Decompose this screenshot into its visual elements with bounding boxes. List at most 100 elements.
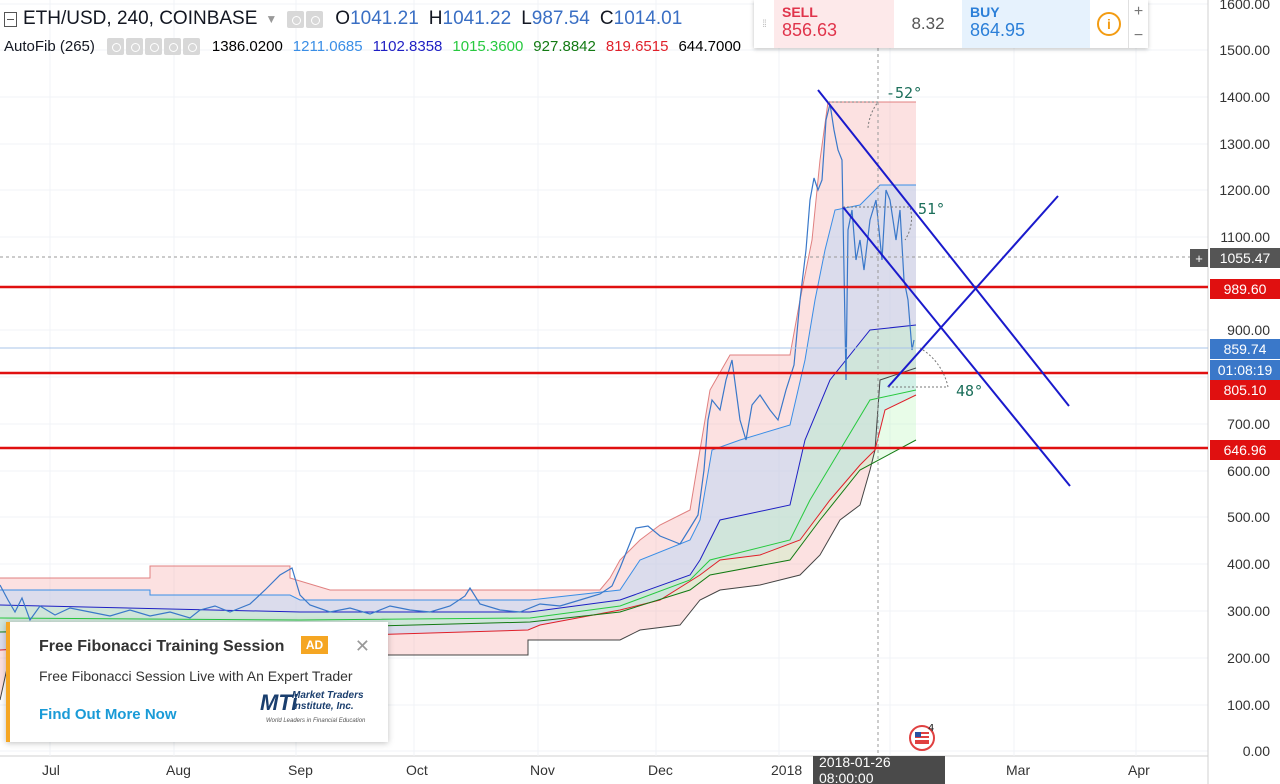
price-tick: 1300.00 [1219, 136, 1270, 152]
time-tick: Jul [42, 762, 60, 778]
fib-band-inner [0, 185, 916, 650]
time-tick: Sep [288, 762, 313, 778]
price-tick: 1200.00 [1219, 182, 1270, 198]
chevron-down-icon[interactable]: ▼ [265, 12, 278, 26]
price-tick: 400.00 [1227, 556, 1270, 572]
price-tick: 100.00 [1227, 697, 1270, 713]
price-tick: 0.00 [1242, 743, 1270, 759]
price-tag: 01:08:19 [1210, 360, 1280, 380]
buy-button[interactable]: BUY 864.95 [962, 0, 1090, 48]
low-value: 987.54 [531, 8, 590, 29]
price-tag: 1055.47 [1210, 248, 1280, 268]
time-tick: Mar [1006, 762, 1031, 778]
fib-value-6: 644.7000 [678, 38, 742, 55]
fib-value-1: 1211.0685 [292, 38, 363, 55]
price-tag: 646.96 [1210, 440, 1280, 460]
symbol-title[interactable]: ETH/USD, 240, COINBASE [23, 8, 258, 29]
time-tick: Apr [1128, 762, 1150, 778]
time-tick: Aug [166, 762, 191, 778]
fib-level-6 [0, 394, 917, 651]
price-tag: 805.10 [1210, 380, 1280, 400]
time-tick: 2018 [771, 762, 803, 778]
price-tick: 500.00 [1227, 509, 1270, 525]
open-value: 1041.21 [350, 8, 419, 29]
fib-level-2 [0, 184, 916, 601]
price-tag: 989.60 [1210, 279, 1280, 299]
price-tick: 900.00 [1227, 322, 1270, 338]
fib-value-3: 1015.3600 [452, 38, 524, 55]
time-tick: Dec [648, 762, 673, 778]
logo-tagline: World Leaders in Financial Education [266, 718, 366, 724]
close-value: 1014.01 [613, 8, 683, 29]
angle-arc [828, 101, 880, 129]
angle-arc [888, 347, 949, 388]
braces-icon[interactable] [144, 38, 162, 55]
fib-level-3 [0, 324, 917, 613]
close-icon[interactable]: ✕ [354, 636, 370, 656]
info-button[interactable]: i [1090, 0, 1128, 48]
fib-level-4 [0, 389, 917, 621]
ad-badge: AD [300, 636, 329, 654]
events-count: 4 [928, 723, 934, 734]
price-tick: 1500.00 [1219, 42, 1270, 58]
logo-name: Market Traders Institute, Inc. [292, 690, 364, 712]
spread-value: 8.32 [911, 14, 945, 33]
autofib-legend: AutoFib (265) 1386.0200 1211.0685 1102.835… [4, 38, 741, 55]
fib-level-bottom [0, 367, 917, 701]
trend-line [817, 89, 1070, 407]
low-label: L [521, 8, 532, 29]
minus-icon[interactable]: − [1133, 27, 1144, 44]
price-tick: 1100.00 [1220, 229, 1270, 245]
symbol-legend: ETH/USD, 240, COINBASE ▼ O 1041.21 H 1041.… [4, 8, 682, 30]
close-label: C [599, 8, 614, 29]
fib-value-2: 1102.8358 [372, 38, 443, 55]
angle-label-2: 51° [918, 200, 946, 218]
sell-button[interactable]: SELL 856.63 [774, 0, 894, 48]
ad-banner[interactable]: Free Fibonacci Training Session AD ✕ Fre… [6, 622, 388, 742]
angle-arc [843, 206, 913, 241]
time-tick: Nov [530, 762, 555, 778]
fib-value-5: 819.6515 [605, 38, 669, 55]
time-cursor-tag: 2018-01-26 08:00:00 [813, 754, 945, 784]
autofib-name[interactable]: AutoFib (265) [4, 38, 95, 55]
price-tag: 859.74 [1210, 339, 1280, 359]
price-series [0, 103, 915, 622]
fib-band-outer [0, 102, 916, 700]
fib-value-4: 927.8842 [533, 38, 596, 55]
fib-level-5 [0, 439, 917, 633]
autofib-values: 1386.0200 1211.0685 1102.8358 1015.3600 927.… [202, 38, 741, 55]
drag-handle-icon[interactable]: ⁞⁞ [762, 18, 767, 30]
angle-label-1: -52° [886, 84, 923, 102]
gear-icon[interactable] [125, 38, 143, 55]
eye-icon[interactable] [106, 38, 124, 55]
high-label: H [428, 8, 443, 29]
gear-icon[interactable] [306, 10, 324, 28]
mti-logo: MTi Market Traders Institute, Inc. World … [256, 688, 384, 728]
ad-cta-link[interactable]: Find Out More Now [39, 706, 177, 723]
sell-label: SELL [782, 4, 818, 20]
close-icon[interactable] [182, 38, 200, 55]
menu-icon[interactable] [163, 38, 181, 55]
price-tick: 200.00 [1227, 650, 1270, 666]
logo-mark: MTi [260, 690, 298, 715]
events-flag-icon[interactable]: 4 [906, 722, 940, 752]
price-tick: 1600.00 [1219, 0, 1270, 12]
high-value: 1041.22 [442, 8, 512, 29]
trend-line [887, 195, 1059, 388]
quantity-controls: + − [1128, 0, 1148, 48]
buy-label: BUY [970, 4, 1000, 20]
trend-line [842, 206, 1071, 487]
fib-level-top [0, 101, 916, 591]
collapse-icon[interactable] [4, 11, 17, 27]
add-alert-plus-icon[interactable]: + [1190, 249, 1208, 267]
eye-icon[interactable] [287, 10, 305, 28]
ad-title: Free Fibonacci Training Session [39, 638, 285, 655]
price-tick: 700.00 [1227, 416, 1270, 432]
time-tick: Oct [406, 762, 428, 778]
plus-icon[interactable]: + [1133, 3, 1144, 20]
info-icon: i [1097, 12, 1121, 36]
sell-price: 856.63 [782, 20, 838, 40]
open-label: O [335, 8, 351, 29]
